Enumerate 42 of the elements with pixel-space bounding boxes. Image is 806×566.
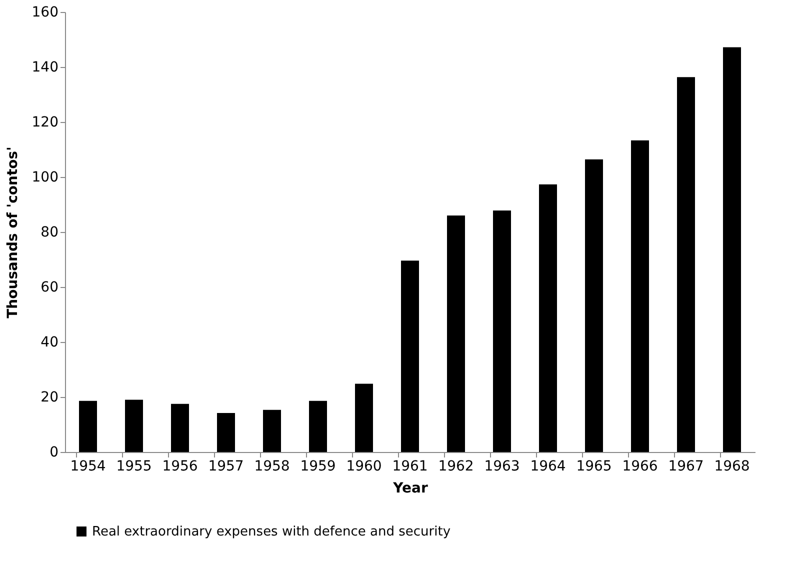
x-tick-label: 1962 [438, 458, 474, 474]
bar [539, 184, 557, 452]
x-tick-label: 1959 [300, 458, 336, 474]
bar [355, 384, 373, 452]
y-tick-label: 80 [40, 224, 58, 240]
y-tick-label: 40 [40, 334, 58, 350]
bar [171, 404, 189, 452]
bar [585, 159, 603, 452]
bar [263, 410, 281, 452]
x-tick-label: 1961 [392, 458, 428, 474]
bar [493, 210, 511, 452]
x-tick-label: 1960 [346, 458, 382, 474]
y-tick-label: 140 [32, 60, 58, 76]
y-tick-label: 120 [32, 114, 58, 130]
bar [309, 400, 327, 452]
x-tick-label: 1963 [484, 458, 520, 474]
bar [723, 47, 741, 452]
bar [677, 77, 695, 452]
y-tick-label: 60 [40, 280, 58, 296]
x-tick-label: 1957 [208, 458, 244, 474]
x-axis-title: Year [392, 480, 428, 496]
bar [125, 400, 143, 452]
x-tick-label: 1964 [530, 458, 566, 474]
x-tick-label: 1968 [714, 458, 750, 474]
x-tick-label: 1966 [622, 458, 658, 474]
x-tick-label: 1958 [254, 458, 290, 474]
x-tick-label: 1954 [70, 458, 106, 474]
y-axis-title: Thousands of 'contos' [4, 146, 21, 318]
bar [447, 216, 465, 452]
x-tick-label: 1955 [116, 458, 152, 474]
x-tick-label: 1965 [576, 458, 612, 474]
bar [217, 412, 235, 452]
y-tick-label: 20 [40, 390, 58, 406]
y-tick-label: 0 [50, 444, 58, 460]
bar [401, 260, 419, 452]
x-tick-label: 1967 [668, 458, 704, 474]
bar [631, 140, 649, 452]
y-tick-label: 100 [32, 170, 58, 186]
legend-label: Real extraordinary expenses with defence and security [92, 524, 451, 540]
y-tick-label: 160 [32, 4, 58, 20]
bar [79, 400, 97, 452]
x-tick-label: 1956 [162, 458, 198, 474]
